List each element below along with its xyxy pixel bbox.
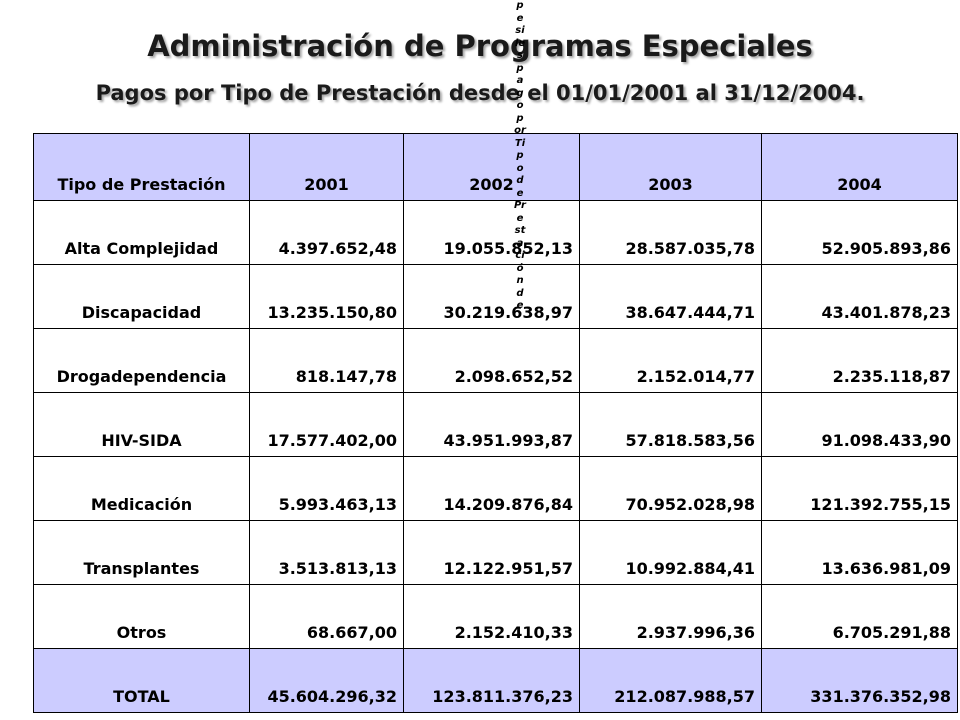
page-title: Administración de Programas Especiales bbox=[147, 29, 813, 63]
header-2001: 2001 bbox=[249, 133, 404, 201]
cell-value: 5.993.463,13 bbox=[249, 456, 404, 521]
row-label: Otros bbox=[33, 584, 250, 649]
row-label: Medicación bbox=[33, 456, 250, 521]
cell-value: 38.647.444,71 bbox=[579, 264, 762, 329]
cell-value: 91.098.433,90 bbox=[761, 392, 958, 457]
cell-value: 30.219.638,97 bbox=[403, 264, 580, 329]
row-label: Discapacidad bbox=[33, 264, 250, 329]
cell-value: 14.209.876,84 bbox=[403, 456, 580, 521]
cell-value: 12.122.951,57 bbox=[403, 520, 580, 585]
table-row: Alta Complejidad 4.397.652,48 19.055.852… bbox=[33, 200, 958, 265]
table-row: Otros 68.667,00 2.152.410,33 2.937.996,3… bbox=[33, 584, 958, 649]
cell-value: 43.951.993,87 bbox=[403, 392, 580, 457]
header-2004: 2004 bbox=[761, 133, 958, 201]
cell-value: 4.397.652,48 bbox=[249, 200, 404, 265]
table-row: Transplantes 3.513.813,13 12.122.951,57 … bbox=[33, 520, 958, 585]
cell-value: 19.055.852,13 bbox=[403, 200, 580, 265]
total-value: 45.604.296,32 bbox=[249, 648, 404, 713]
table-row: HIV-SIDA 17.577.402,00 43.951.993,87 57.… bbox=[33, 392, 958, 457]
cell-value: 2.235.118,87 bbox=[761, 328, 958, 393]
vertical-overlay-text: pesiles pago por Tipo de Prestación de bbox=[514, 0, 526, 311]
cell-value: 17.577.402,00 bbox=[249, 392, 404, 457]
total-label: TOTAL bbox=[33, 648, 250, 713]
table-row: Medicación 5.993.463,13 14.209.876,84 70… bbox=[33, 456, 958, 521]
cell-value: 2.098.652,52 bbox=[403, 328, 580, 393]
table-row: Drogadependencia 818.147,78 2.098.652,52… bbox=[33, 328, 958, 393]
row-label: HIV-SIDA bbox=[33, 392, 250, 457]
cell-value: 52.905.893,86 bbox=[761, 200, 958, 265]
cell-value: 10.992.884,41 bbox=[579, 520, 762, 585]
cell-value: 121.392.755,15 bbox=[761, 456, 958, 521]
row-label: Alta Complejidad bbox=[33, 200, 250, 265]
cell-value: 2.152.410,33 bbox=[403, 584, 580, 649]
cell-value: 3.513.813,13 bbox=[249, 520, 404, 585]
cell-value: 57.818.583,56 bbox=[579, 392, 762, 457]
cell-value: 2.152.014,77 bbox=[579, 328, 762, 393]
cell-value: 43.401.878,23 bbox=[761, 264, 958, 329]
table-row: Discapacidad 13.235.150,80 30.219.638,97… bbox=[33, 264, 958, 329]
table-total-row: TOTAL 45.604.296,32 123.811.376,23 212.0… bbox=[33, 648, 958, 713]
cell-value: 6.705.291,88 bbox=[761, 584, 958, 649]
header-tipo-prestacion: Tipo de Prestación bbox=[33, 133, 250, 201]
cell-value: 13.636.981,09 bbox=[761, 520, 958, 585]
row-label: Transplantes bbox=[33, 520, 250, 585]
total-value: 123.811.376,23 bbox=[403, 648, 580, 713]
cell-value: 818.147,78 bbox=[249, 328, 404, 393]
header-2003: 2003 bbox=[579, 133, 762, 201]
cell-value: 28.587.035,78 bbox=[579, 200, 762, 265]
table-header-row: Tipo de Prestación 2001 2002 2003 2004 bbox=[33, 133, 958, 201]
cell-value: 13.235.150,80 bbox=[249, 264, 404, 329]
header-2002: 2002 bbox=[403, 133, 580, 201]
payments-table: Tipo de Prestación 2001 2002 2003 2004 A… bbox=[33, 133, 958, 713]
page-subtitle: Pagos por Tipo de Prestación desde el 01… bbox=[95, 81, 865, 105]
cell-value: 70.952.028,98 bbox=[579, 456, 762, 521]
total-value: 212.087.988,57 bbox=[579, 648, 762, 713]
total-value: 331.376.352,98 bbox=[761, 648, 958, 713]
cell-value: 2.937.996,36 bbox=[579, 584, 762, 649]
row-label: Drogadependencia bbox=[33, 328, 250, 393]
cell-value: 68.667,00 bbox=[249, 584, 404, 649]
